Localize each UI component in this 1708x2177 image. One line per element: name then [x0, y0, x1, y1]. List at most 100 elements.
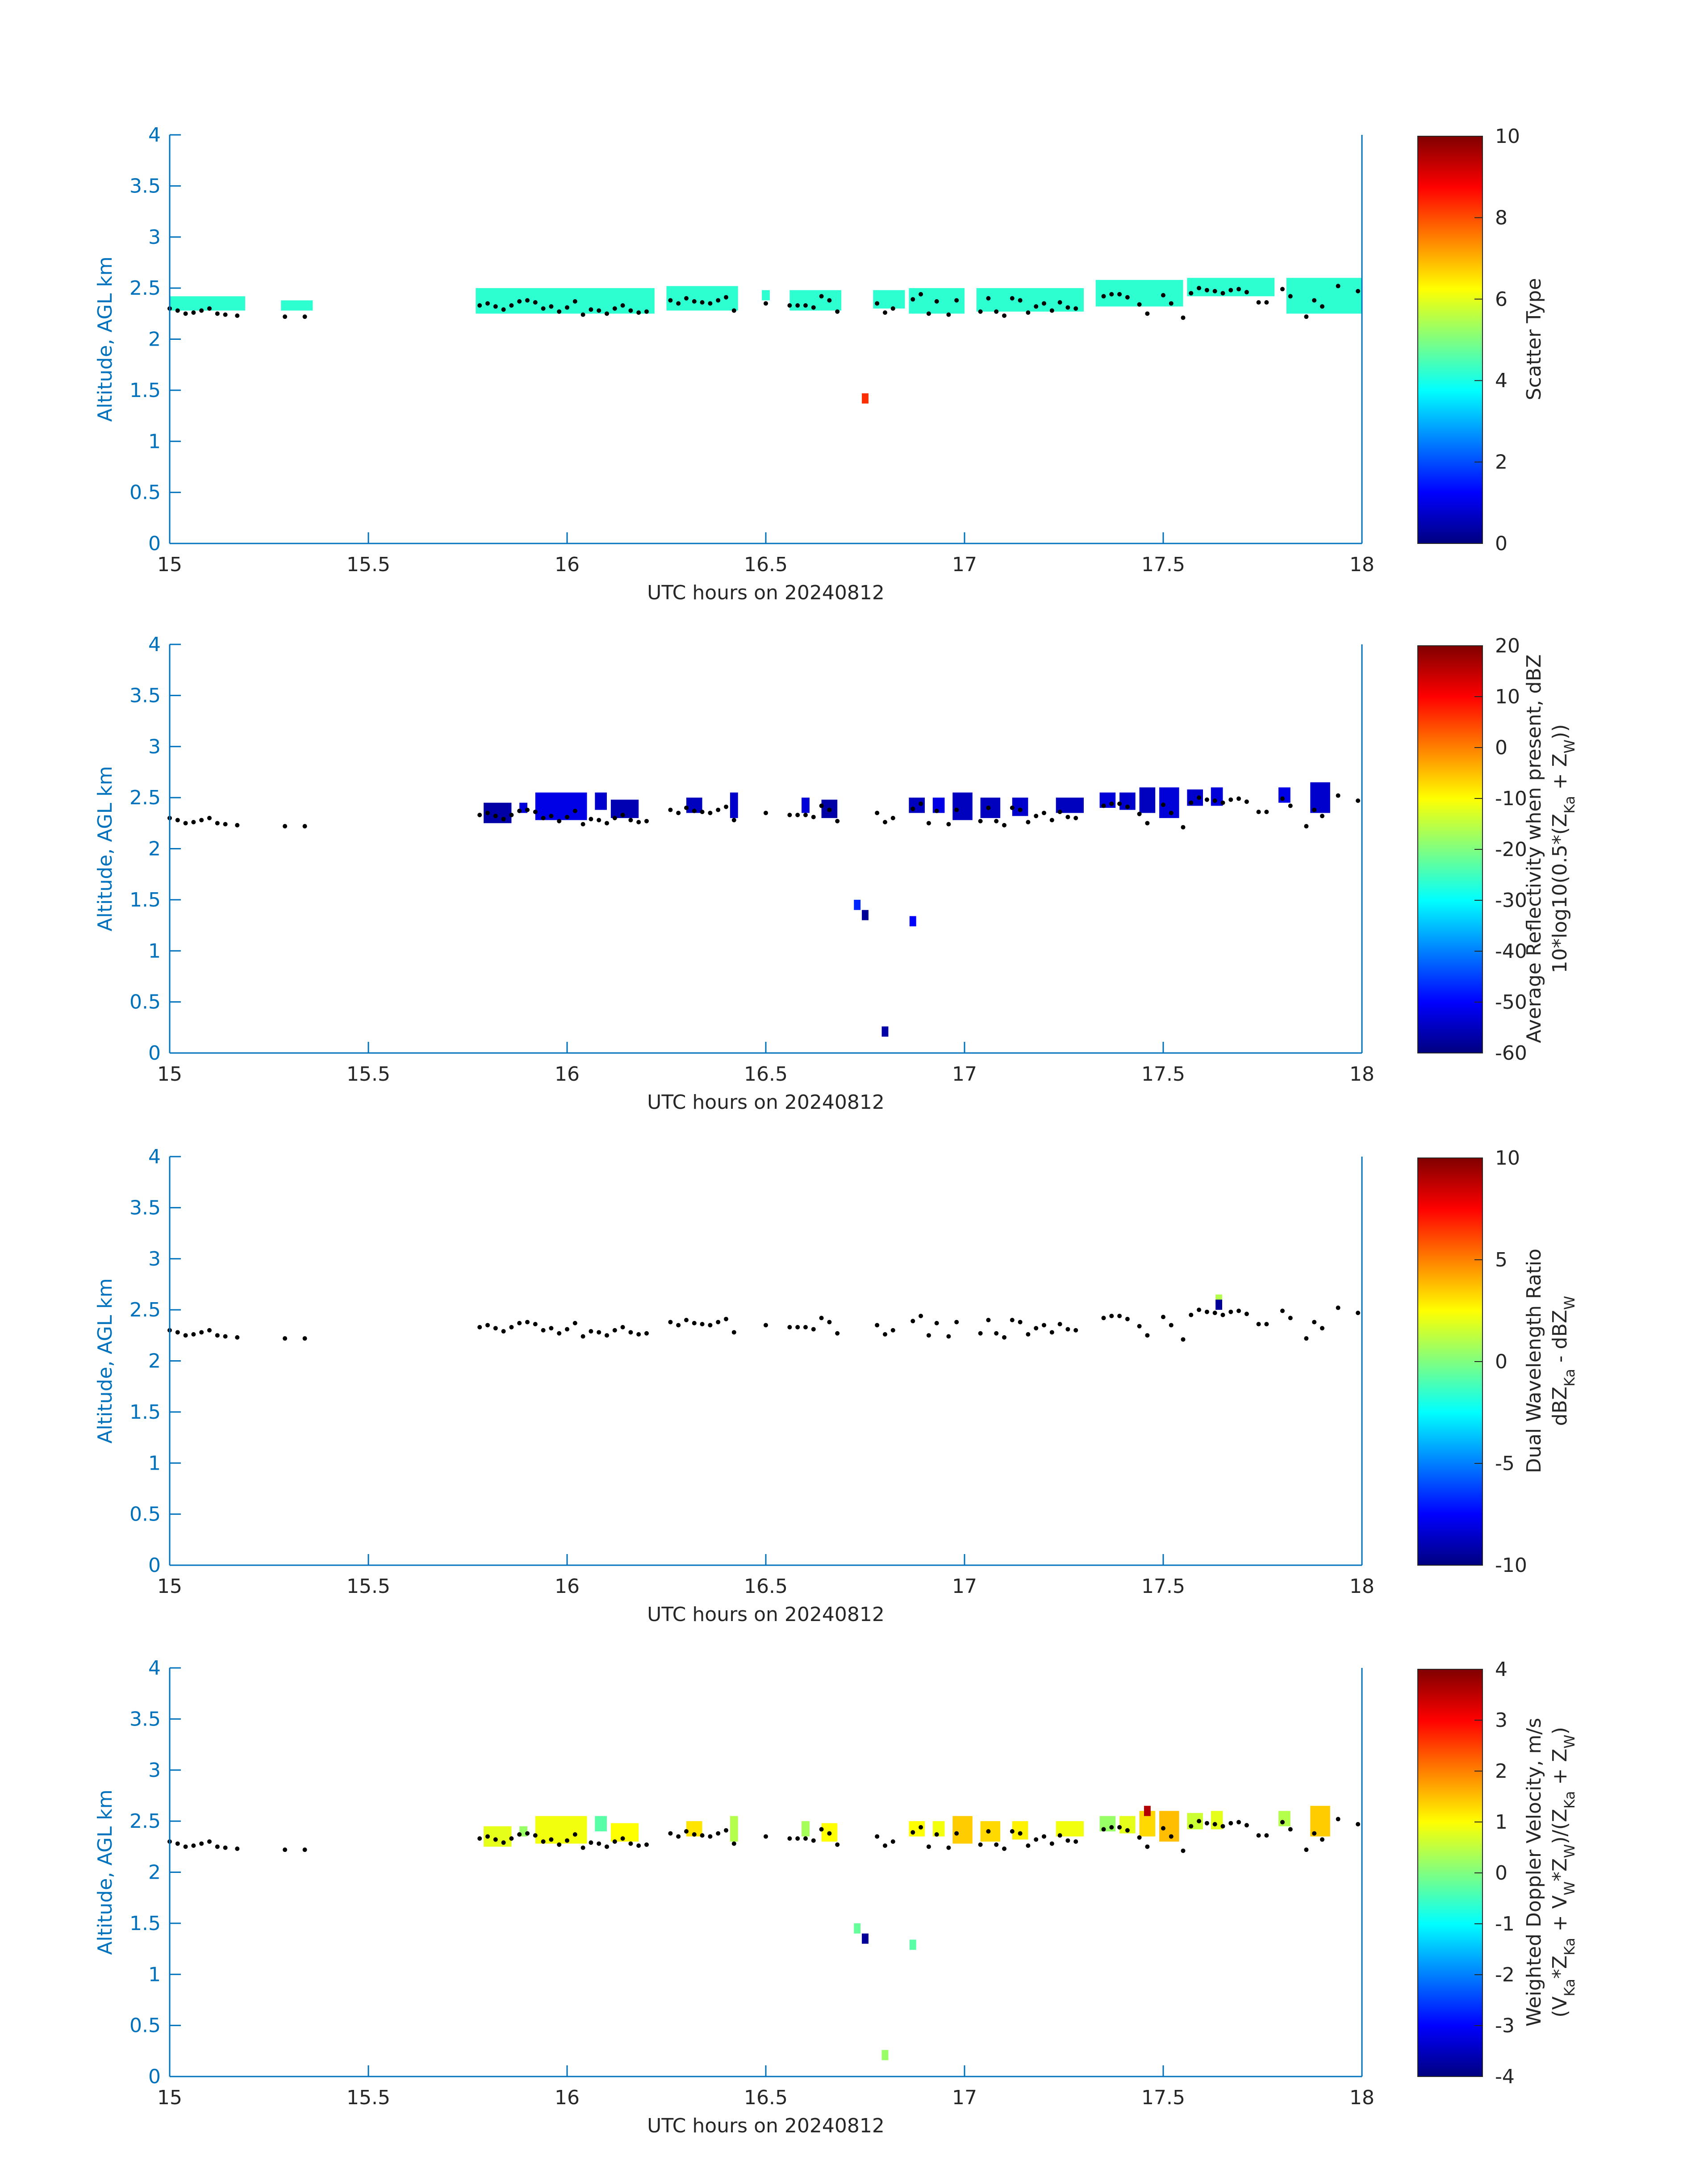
- cloud-base-point: [1117, 801, 1122, 806]
- colorbar-tick-label: 2: [1495, 1760, 1508, 1783]
- y-tick-label: 4: [148, 633, 161, 656]
- colorbar-tick-label: 1: [1495, 1811, 1508, 1834]
- cloud-base-point: [919, 1313, 923, 1318]
- cloud-base-point: [1280, 796, 1285, 801]
- cloud-base-point: [1057, 1322, 1062, 1327]
- cloud-base-point: [235, 313, 240, 318]
- cloud-base-point: [501, 307, 506, 312]
- y-tick-label: 3.5: [129, 1196, 161, 1219]
- y-tick-label: 1: [148, 940, 161, 962]
- colorbar-label: Weighted Doppler Velocity, m/s: [1523, 1718, 1545, 2027]
- y-axis-label: Altitude, AGL km: [94, 766, 117, 931]
- cloud-base-point: [795, 1325, 800, 1330]
- y-tick-label: 1.5: [129, 1401, 161, 1424]
- cloud-base-point: [700, 1833, 705, 1838]
- cloud-base-point: [1212, 798, 1217, 803]
- cloud-base-point: [1109, 801, 1114, 806]
- cloud-base-point: [1137, 302, 1142, 307]
- cloud-base-point: [1010, 1318, 1015, 1322]
- cloud-base-point: [787, 1836, 792, 1841]
- cloud-base-point: [875, 1323, 880, 1328]
- cloud-base-point: [215, 1333, 220, 1338]
- cloud-base-point: [509, 303, 514, 308]
- cloud-base-point: [708, 301, 713, 306]
- cloud-base-point: [835, 309, 840, 314]
- cloud-base-point: [1145, 311, 1150, 316]
- cloud-base-point: [731, 1330, 736, 1335]
- y-tick-label: 3: [148, 1759, 161, 1782]
- x-tick-label: 16: [555, 553, 580, 576]
- cloud-base-point: [1161, 1826, 1165, 1831]
- colorbar-tick-label: -30: [1495, 889, 1527, 912]
- cloud-base-point: [1109, 1825, 1114, 1830]
- cloud-base-point: [934, 1832, 939, 1837]
- cloud-base-point: [1312, 298, 1317, 303]
- cloud-base-point: [1057, 1833, 1062, 1838]
- cloud-base-point: [1256, 1833, 1261, 1838]
- cloud-base-point: [731, 308, 736, 313]
- cloud-base-point: [1125, 1828, 1130, 1833]
- cloud-base-point: [1073, 306, 1078, 311]
- y-tick-label: 0: [148, 2065, 161, 2088]
- panel-4: 0 0.5 1 1.5 2 2.5 3 3.5 4 15 15.5 16 16.5 17 17.5 18 UTC…: [94, 1657, 1578, 2137]
- cloud-base-point: [1034, 1326, 1039, 1331]
- cloud-base-point: [302, 1336, 307, 1341]
- cloud-base-point: [1101, 294, 1106, 299]
- cloud-base-point: [1018, 807, 1023, 812]
- cloud-base-point: [589, 1329, 593, 1334]
- cloud-base-point: [628, 1841, 633, 1846]
- cloud-base-point: [1288, 1827, 1293, 1832]
- cloud-base-point: [223, 1845, 228, 1850]
- cloud-base-point: [1137, 1324, 1142, 1329]
- cloud-base-point: [1288, 1316, 1293, 1320]
- heatmap-segment: [1187, 278, 1275, 297]
- x-tick-label: 16: [555, 1063, 580, 1086]
- cloud-base-point: [1336, 1817, 1341, 1822]
- cloud-base-point: [1049, 1330, 1054, 1335]
- cloud-base-point: [934, 808, 939, 813]
- x-tick-label: 16.5: [744, 553, 788, 576]
- y-tick-label: 0.5: [129, 991, 161, 1014]
- cloud-base-point: [811, 305, 816, 310]
- cloud-base-point: [1356, 1822, 1361, 1826]
- cloud-base-point: [1204, 1821, 1209, 1826]
- cloud-base-point: [1304, 824, 1309, 829]
- x-tick-label: 17: [952, 553, 977, 576]
- cloud-base-point: [803, 1836, 808, 1841]
- cloud-base-point: [485, 1323, 490, 1328]
- cloud-base-point: [1125, 1316, 1130, 1321]
- heatmap-segment: [595, 1816, 607, 1831]
- colorbar-tick-label: 6: [1495, 288, 1508, 311]
- cloud-base-point: [1010, 296, 1015, 301]
- heatmap-cell: [909, 916, 916, 927]
- cloud-base-point: [1256, 1322, 1261, 1327]
- cloud-base-point: [517, 808, 522, 813]
- cloud-base-point: [283, 314, 288, 319]
- cloud-base-point: [636, 310, 641, 315]
- cloud-base-point: [509, 1325, 514, 1330]
- cloud-base-point: [541, 815, 546, 820]
- y-tick-label: 1: [148, 1963, 161, 1986]
- y-tick-label: 0.5: [129, 2014, 161, 2037]
- cloud-base-point: [1356, 288, 1361, 293]
- cloud-base-point: [302, 1847, 307, 1852]
- y-tick-label: 3.5: [129, 175, 161, 197]
- cloud-base-point: [1010, 806, 1015, 810]
- cloud-base-point: [994, 819, 999, 823]
- cloud-base-point: [724, 295, 728, 300]
- cloud-base-point: [1228, 1309, 1233, 1314]
- cloud-base-point: [199, 1841, 204, 1846]
- cloud-base-point: [1137, 811, 1142, 816]
- cloud-base-point: [1002, 1335, 1006, 1340]
- y-tick-label: 1.5: [129, 889, 161, 911]
- cloud-base-point: [283, 1847, 288, 1852]
- cloud-base-point: [1049, 818, 1054, 823]
- cloud-base-point: [283, 824, 288, 829]
- cloud-base-point: [795, 813, 800, 818]
- cloud-base-point: [684, 806, 689, 810]
- cloud-base-point: [946, 1334, 951, 1339]
- x-tick-label: 15: [157, 1063, 182, 1086]
- colorbar-tick-label: -20: [1495, 838, 1527, 861]
- cloud-base-point: [1181, 825, 1186, 830]
- cloud-base-point: [676, 1323, 681, 1328]
